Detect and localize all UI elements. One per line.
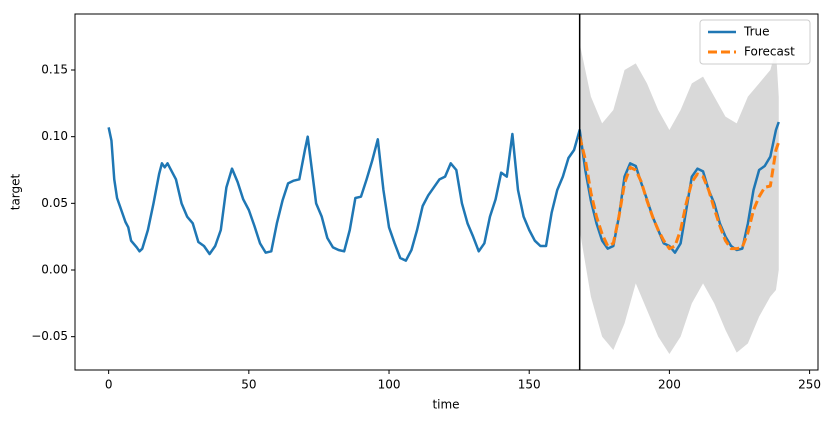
x-tick-label: 0 [105,378,113,392]
x-tick-label: 50 [241,378,256,392]
legend-label: True [743,25,770,39]
y-tick-label: 0.00 [41,263,68,277]
x-tick-label: 250 [798,378,821,392]
series-line [107,121,780,262]
y-axis-label: target [9,173,23,210]
x-axis-label: time [432,398,459,412]
legend-label: Forecast [744,45,795,59]
plot-frame [74,13,819,371]
x-tick-label: 100 [378,378,401,392]
x-tick-label: 200 [658,378,681,392]
y-tick-label: −0.05 [31,329,68,343]
y-tick-label: 0.15 [41,63,68,77]
y-tick-label: 0.05 [41,196,68,210]
confidence-band [579,43,779,354]
x-tick-label: 150 [518,378,541,392]
y-tick-label: 0.10 [41,129,68,143]
series-line [578,136,781,251]
